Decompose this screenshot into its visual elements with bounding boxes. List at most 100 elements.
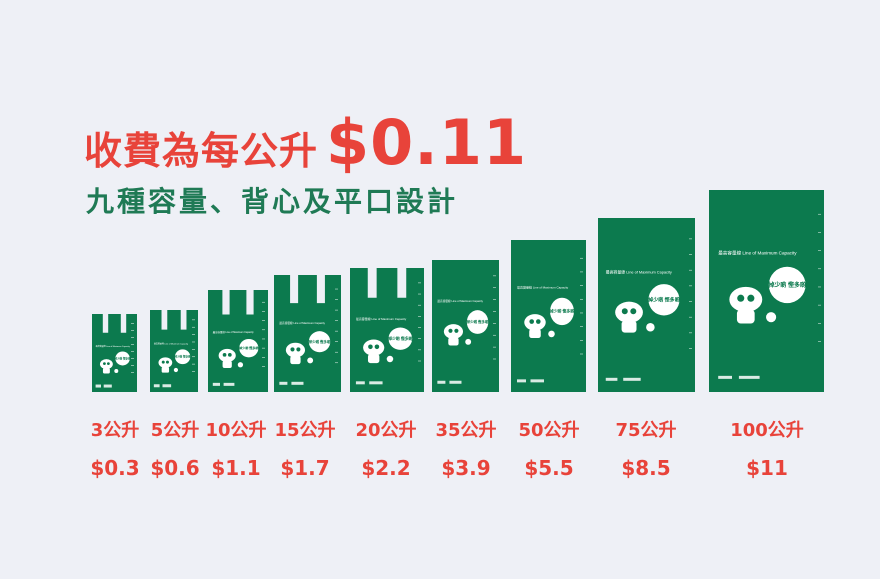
bag-3: 最高容量線 Line of Maximum Capacity 掉少啲 慳多啲 [208,290,268,392]
mascot-bag-icon [173,367,179,373]
bubble-text: 掉少啲 慳多啲 [114,356,131,360]
scheme-logo [103,384,112,388]
bag-9: 最高容量線 Line of Maximum Capacity 掉少啲 慳多啲 [709,190,824,392]
max-capacity-label: 最高容量線 Line of Maximum Capacity [154,341,188,345]
govt-logo [279,381,288,385]
mascot-body [290,356,301,365]
max-capacity-label: 最高容量線 Line of Maximum Capacity [279,321,325,325]
bag-label-8: 75公升 $8.5 [601,416,691,480]
speech-bubble [115,351,130,366]
scheme-logo [369,381,383,385]
mascot-eye [296,347,301,352]
bubble-text: 掉少啲 慳多啲 [768,281,806,289]
bag-price: $1.1 [211,456,261,480]
mascot-eye [227,352,232,357]
bag-size: 15公升 [274,420,336,441]
bag-body [274,275,341,392]
bag-body [511,240,586,392]
mascot-eye [374,344,380,350]
bag-label-3: 10公升 $1.1 [191,416,281,480]
bag-size: 3公升 [90,420,140,441]
scheme-logo [291,381,304,385]
govt-logo [95,384,101,388]
mascot-bag-icon [307,357,314,364]
bag-label-1: 3公升 $0.3 [70,416,160,480]
mascot-head [285,342,306,358]
mascot-eye [222,352,227,357]
bag-price: $11 [746,456,788,480]
mascot-body [222,360,232,369]
govt-logo [437,380,446,384]
bag-8: 最高容量線 Line of Maximum Capacity 掉少啲 慳多啲 [598,218,695,392]
max-capacity-label: 最高容量線 Line of Maximum Capacity [437,299,483,303]
bag-4: 最高容量線 Line of Maximum Capacity 掉少啲 慳多啲 [274,275,341,392]
mascot-body [529,328,541,339]
speech-bubble [550,297,574,326]
bubble-text: 掉少啲 慳多啲 [648,296,680,303]
mascot-body [448,337,459,346]
bag-label-4: 15公升 $1.7 [260,416,350,480]
bag-size: 75公升 [615,420,677,441]
bubble-text: 掉少啲 慳多啲 [467,319,489,324]
speech-bubble [388,327,413,350]
scheme-logo [530,379,544,383]
mascot-bag-icon [548,330,555,338]
bag-size: 20公升 [355,420,417,441]
bag-body [432,260,499,392]
bag-7: 最高容量線 Line of Maximum Capacity 掉少啲 慳多啲 [511,240,586,392]
bag-label-7: 50公升 $5.5 [504,416,594,480]
mascot-eye [454,328,459,333]
bag-size: 35公升 [435,420,497,441]
mascot-bag-icon [114,369,119,373]
max-capacity-label: 最高容量線 Line of Maximum Capacity [213,330,255,334]
govt-logo [517,379,526,383]
bag-5: 最高容量線 Line of Maximum Capacity 掉少啲 慳多啲 [350,268,424,392]
bag-size: 50公升 [518,420,580,441]
mascot-eye [165,360,169,364]
headline: 收費為每公升 $0.11 [84,112,527,175]
mascot-bag-icon [646,322,655,332]
headline-price: $0.11 [326,106,528,179]
mascot-eye [106,362,110,365]
max-capacity-label: 最高容量線 Line of Maximum Capacity [517,285,569,290]
govt-logo [355,381,365,385]
scheme-logo [449,380,462,384]
headline-lead: 收費為每公升 [84,129,319,173]
max-capacity-label: 最高容量線 Line of Maximum Capacity [96,344,130,348]
mascot-eye [290,347,295,352]
bag-price: $3.9 [441,456,491,480]
bag-price: $0.3 [90,456,140,480]
bag-price: $8.5 [621,456,671,480]
mascot-head [363,339,385,356]
mascot-body [367,354,380,364]
bag-body [598,218,695,392]
bag-body [208,290,268,392]
bubble-text: 掉少啲 慳多啲 [174,355,191,359]
mascot-head [615,301,643,323]
mascot-body [102,368,110,374]
mascot-head [158,357,173,368]
bag-label-5: 20公升 $2.2 [341,416,431,480]
bag-body [350,268,424,392]
speech-bubble [466,310,489,334]
speech-bubble [768,266,806,304]
mascot-eye [161,360,165,364]
mascot-eye [630,308,637,315]
mascot-eye [368,344,373,350]
max-capacity-label: 最高容量線 Line of Maximum Capacity [606,270,672,275]
bag-body [709,190,824,392]
bag-price: $1.7 [280,456,330,480]
bag-label-2: 5公升 $0.6 [130,416,220,480]
mascot-head [218,348,236,363]
speech-bubble [174,349,191,365]
bag-body [150,310,198,392]
mascot-bag-icon [766,312,777,323]
bubble-text: 掉少啲 慳多啲 [309,339,331,344]
bag-label-6: 35公升 $3.9 [421,416,511,480]
mascot-eye [535,319,541,324]
subline: 九種容量、背心及平口設計 [86,185,459,218]
bubble-text: 掉少啲 慳多啲 [388,336,412,341]
scheme-logo [223,382,235,386]
mascot-eye [621,308,628,315]
scheme-logo [623,377,641,381]
